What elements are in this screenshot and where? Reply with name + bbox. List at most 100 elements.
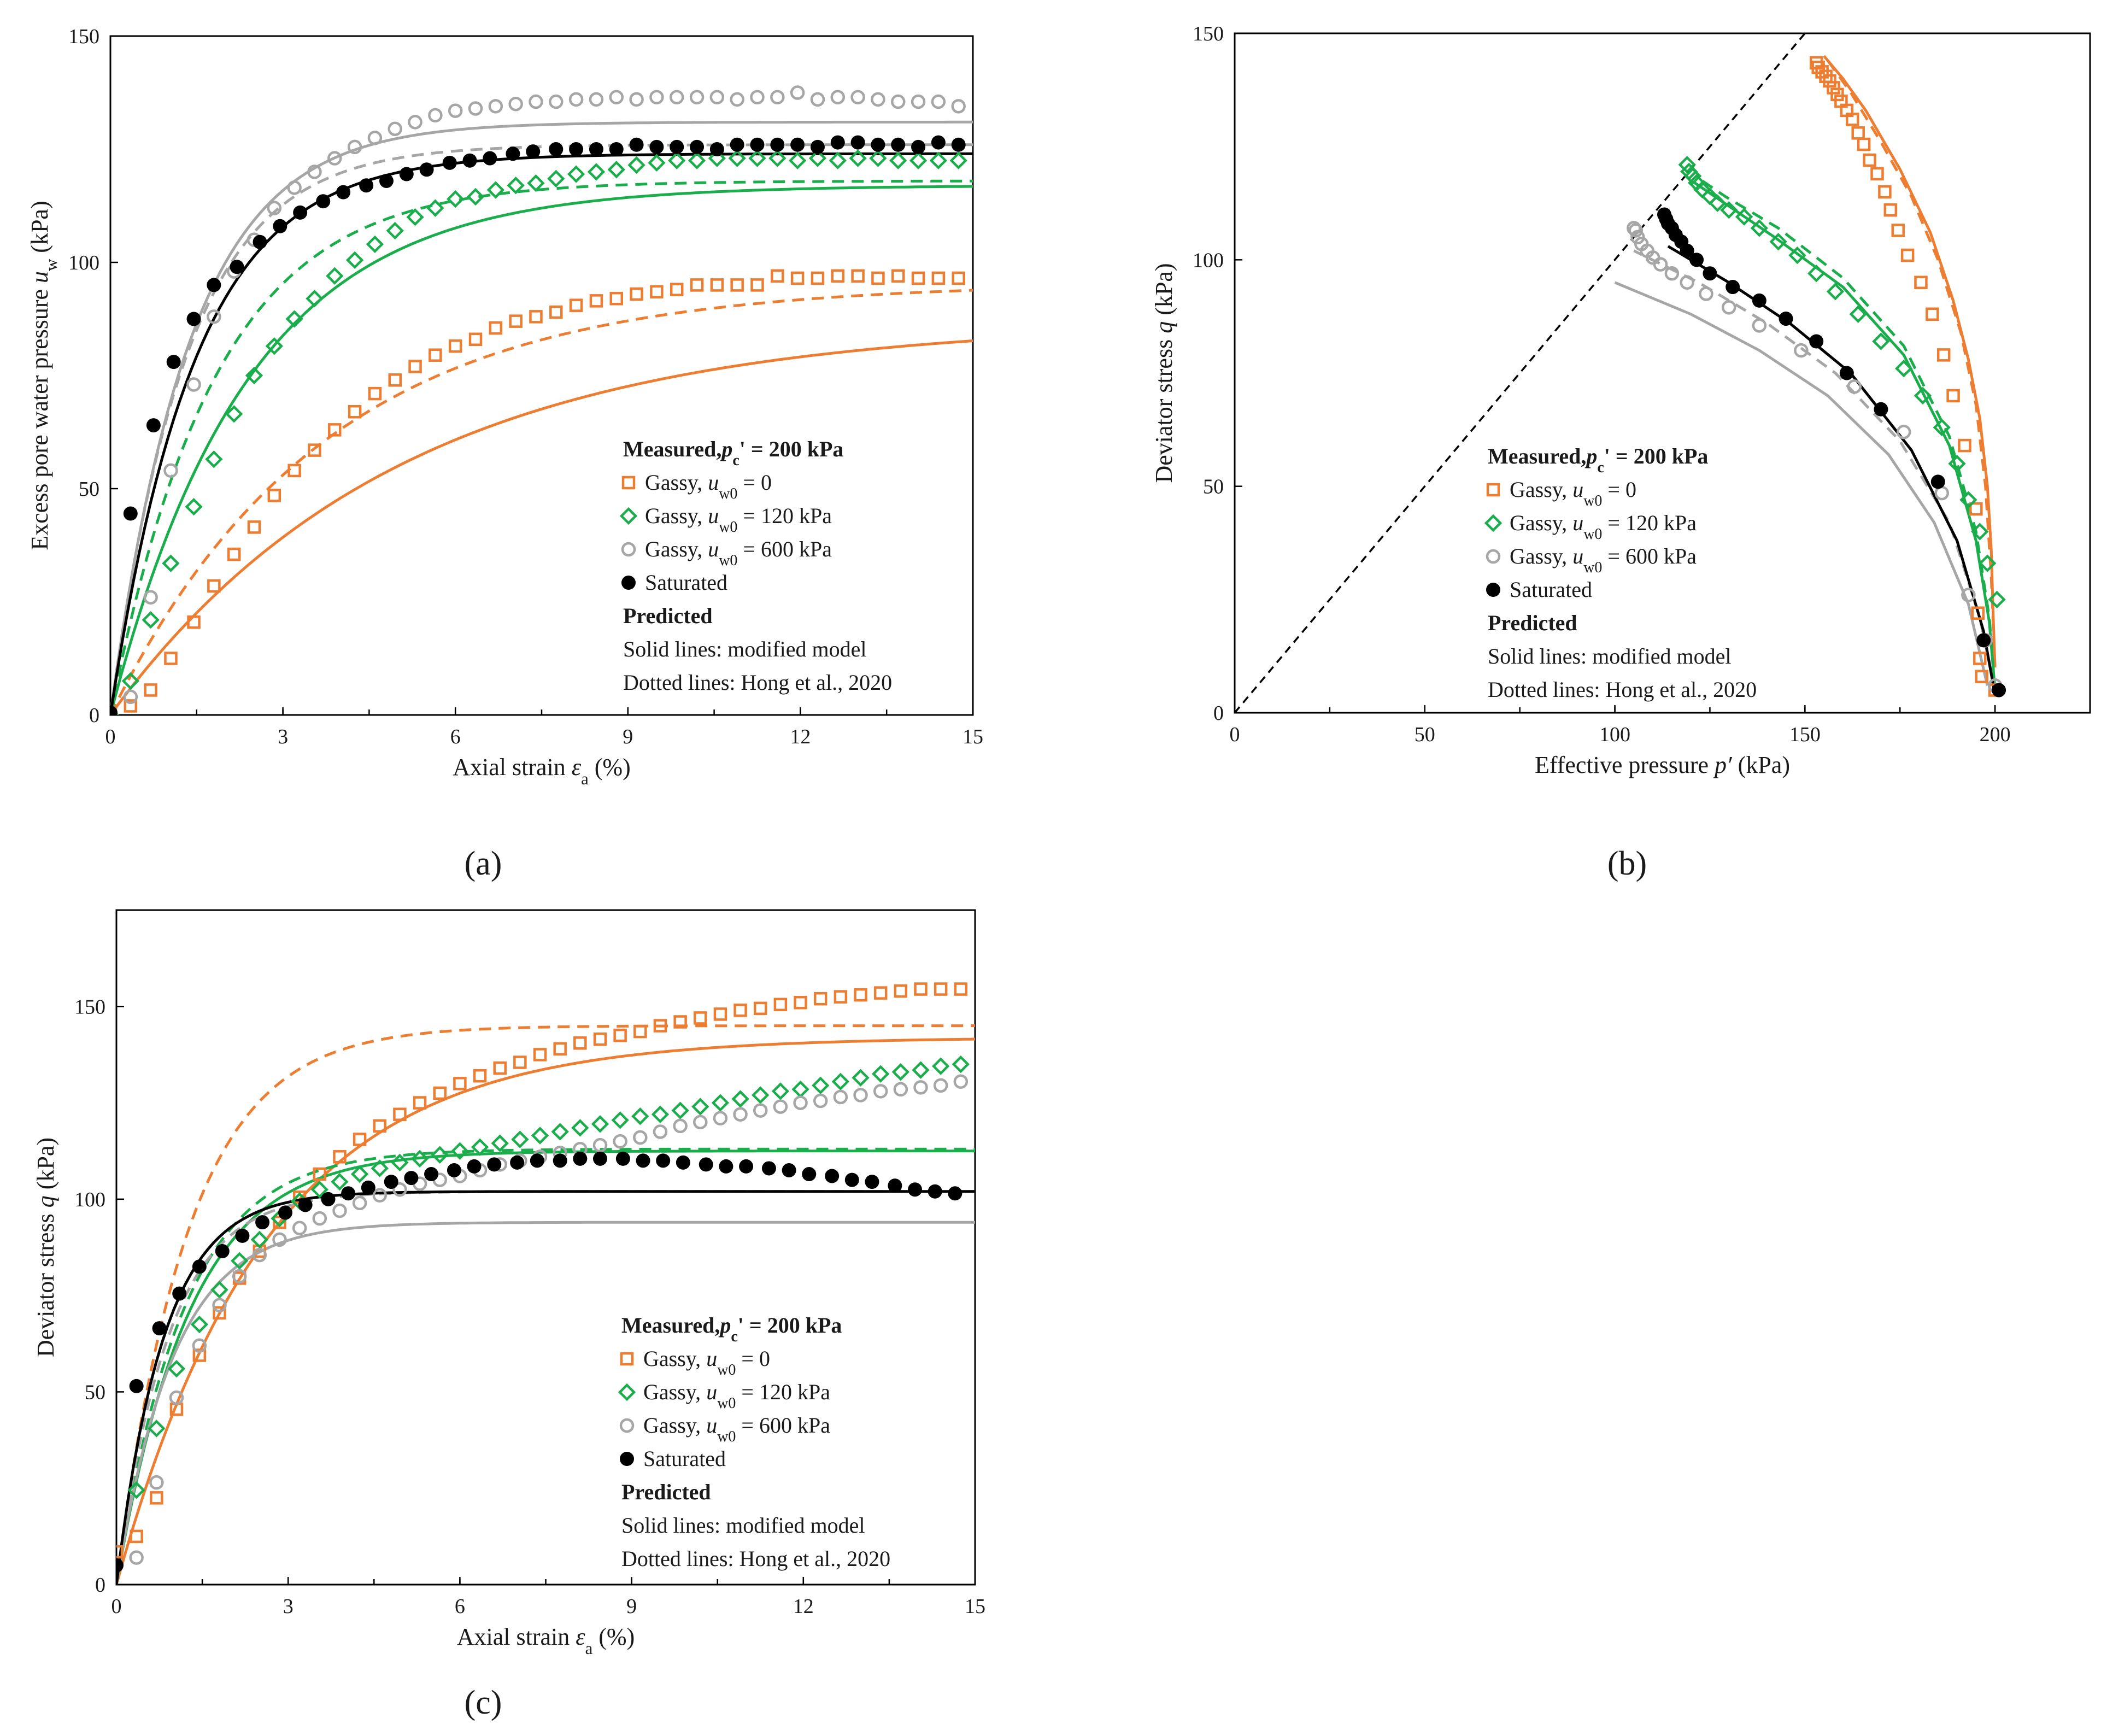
legend-green-marker (1484, 514, 1503, 532)
measured-orange-point (509, 314, 523, 328)
measured-black-point (649, 139, 664, 154)
measured-black-series (110, 135, 966, 715)
measured-grey-point (207, 309, 221, 324)
panel-b-label: (b) (1607, 845, 1647, 882)
measured-green-point (527, 174, 545, 192)
x-tick-label: 100 (1599, 723, 1630, 746)
legend-orange-marker (620, 1352, 634, 1366)
measured-grey-point (813, 1093, 828, 1109)
predicted-green-dashed (116, 1147, 975, 1585)
measured-black-point (255, 1215, 270, 1230)
measured-green-point (668, 151, 686, 169)
measured-black-point (609, 142, 624, 156)
measured-orange-point (569, 298, 583, 312)
measured-green-point (371, 1159, 389, 1177)
measured-green-point (849, 149, 867, 167)
measured-black-point (739, 1159, 754, 1174)
measured-green-point (1914, 386, 1932, 405)
measured-orange-point (1851, 126, 1865, 140)
measured-green-point (889, 151, 907, 169)
measured-orange-point (911, 271, 925, 285)
measured-green-point (1788, 246, 1806, 265)
measured-black-point (911, 139, 926, 154)
measured-black-point (589, 142, 603, 156)
x-tick-label: 6 (450, 725, 461, 748)
measured-green-point (185, 497, 203, 516)
measured-orange-point (549, 305, 563, 319)
measured-orange-point (1809, 56, 1823, 70)
measured-black-point (802, 1167, 817, 1182)
measured-orange-point (891, 269, 905, 283)
measured-black-point (1992, 683, 2006, 697)
measured-green-point (230, 1252, 249, 1270)
x-tick-label: 9 (626, 1595, 637, 1618)
legend-grey-label: Gassy, uw0 = 600 kPa (1510, 544, 1697, 576)
measured-grey-point (312, 1211, 327, 1226)
measured-black-point (770, 137, 785, 152)
measured-black-point (404, 1171, 419, 1186)
predicted-black-solid (110, 152, 973, 715)
measured-green-point (929, 151, 948, 169)
measured-orange-point (713, 1007, 727, 1021)
measured-orange-point (593, 1032, 607, 1046)
measured-orange-series (1809, 56, 2002, 697)
measured-green-point (909, 151, 928, 169)
measured-green-point (245, 366, 263, 385)
measured-orange-point (834, 990, 848, 1004)
measured-grey-point (693, 1115, 708, 1130)
plot-frame (109, 35, 974, 716)
measured-black-point (569, 142, 584, 156)
measured-grey-point (790, 85, 805, 100)
measured-orange-point (489, 321, 503, 335)
measured-green-point (691, 1098, 709, 1116)
measured-grey-point (272, 1232, 287, 1247)
measured-green-point (1979, 554, 1997, 572)
measured-grey-point (871, 92, 885, 107)
measured-green-point (571, 1119, 589, 1137)
measured-grey-point (1961, 588, 1976, 602)
measured-green-point (345, 251, 364, 269)
measured-orange-point (388, 373, 402, 387)
measured-green-point (852, 1069, 870, 1087)
measured-green-point (1988, 590, 2006, 609)
measured-black-point (825, 1169, 840, 1183)
measured-orange-point (914, 982, 928, 996)
predicted-grey-solid (110, 120, 973, 715)
measured-green-point (728, 149, 746, 167)
legend-orange-label: Gassy, uw0 = 0 (1510, 477, 1636, 509)
measured-grey-point (332, 1203, 347, 1218)
predicted-green-dashed (1698, 177, 1997, 690)
predicted-green-solid (1694, 181, 1997, 690)
measured-black-point (359, 178, 374, 193)
measured-grey-point (673, 1118, 688, 1134)
measured-orange-point (213, 1306, 226, 1320)
measured-orange-point (790, 271, 805, 285)
y-tick-label: 50 (79, 478, 99, 501)
plot-area (1235, 33, 2006, 713)
measured-grey-point (163, 463, 178, 478)
legend-solid-note: Solid lines: modified model (621, 1513, 865, 1538)
measured-green-point (205, 450, 223, 468)
legend-solid-note: Solid lines: modified model (1488, 644, 1732, 668)
measured-green-series (110, 149, 967, 715)
measured-black-point (871, 137, 885, 152)
x-axis-label: Axial strain εa (%) (457, 1623, 635, 1658)
measured-grey-point (169, 1390, 184, 1405)
measured-green-point (567, 165, 585, 183)
measured-orange-point (1926, 307, 1939, 321)
measured-green-point (587, 163, 606, 181)
measured-grey-point (267, 201, 282, 215)
measured-green-point (1735, 208, 1753, 226)
legend-orange-marker (1486, 483, 1500, 497)
measured-grey-point (1794, 343, 1809, 358)
predicted-black-solid (1667, 245, 1997, 695)
measured-green-series (1678, 156, 2006, 609)
measured-grey-point (951, 99, 966, 114)
measured-grey-point (1680, 275, 1694, 290)
measured-orange-point (733, 1004, 747, 1017)
legend-grey-marker (621, 542, 636, 557)
legend-measured-title: Measured,pc' = 200 kPa (623, 437, 843, 469)
measured-black-point (230, 260, 244, 274)
measured-green-point (931, 1057, 950, 1075)
